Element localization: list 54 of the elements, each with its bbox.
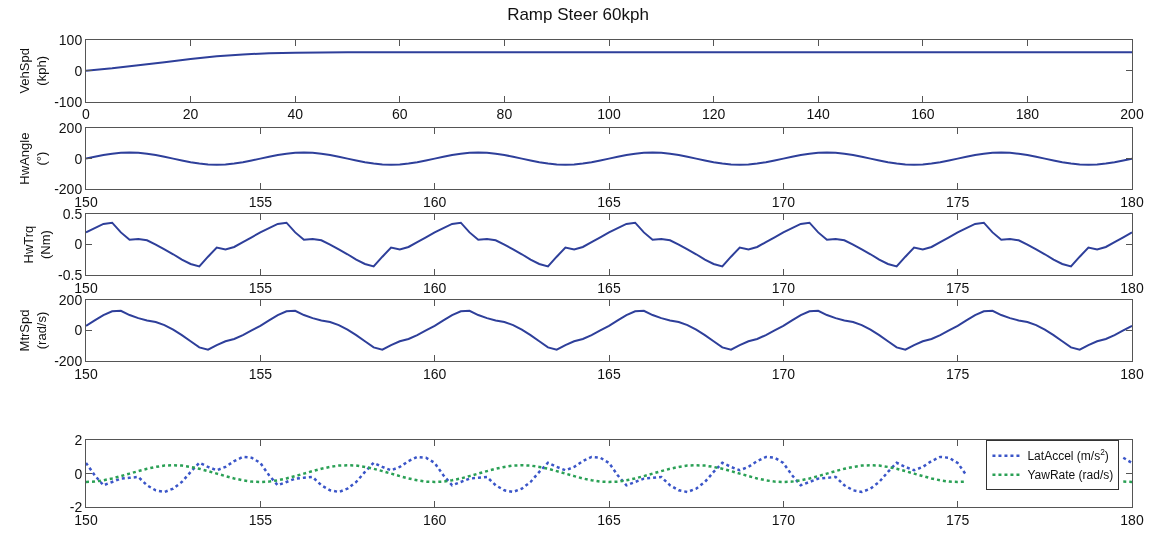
- x-tick-label: 170: [771, 193, 796, 210]
- x-tick-label: 175: [945, 511, 970, 528]
- line-series: [86, 151, 1132, 166]
- y-axis-title: VehSpd (kph): [17, 48, 50, 94]
- x-tick-label: 20: [182, 106, 199, 123]
- x-tick-label: 60: [392, 106, 408, 123]
- x-tick-label: 140: [806, 106, 831, 123]
- x-tick-label: 180: [1015, 106, 1040, 123]
- line-series: [86, 221, 1132, 268]
- line-series: [86, 51, 1132, 72]
- x-tick-label: 160: [422, 511, 447, 528]
- x-tick-label: 155: [248, 193, 273, 210]
- y-axis-title: HwAngle (°): [17, 132, 50, 185]
- x-tick-label: 165: [597, 511, 621, 528]
- chart-title: Ramp Steer 60kph: [507, 5, 649, 24]
- x-tick-label: 120: [701, 106, 726, 123]
- x-tick-label: 170: [771, 279, 796, 296]
- x-tick-label: 175: [945, 366, 970, 383]
- line-series: [86, 309, 1132, 351]
- y-tick-label: 0: [74, 236, 83, 253]
- x-tick-label: 180: [1120, 279, 1144, 296]
- x-tick-label: 180: [1120, 511, 1144, 528]
- x-tick-label: 170: [771, 366, 796, 383]
- y-tick-label: -100: [54, 93, 83, 110]
- y-tick-label: 2: [74, 432, 83, 449]
- y-tick-label: 0: [74, 465, 83, 482]
- x-tick-label: 80: [496, 106, 513, 123]
- x-tick-label: 175: [945, 279, 970, 296]
- x-tick-label: 160: [422, 193, 447, 210]
- y-tick-label: 100: [58, 31, 83, 48]
- y-tick-label: 200: [58, 120, 83, 137]
- x-tick-label: 160: [911, 106, 935, 123]
- y-tick-label: 0: [74, 62, 83, 79]
- y-axis-title: MtrSpd (rad/s): [17, 309, 50, 352]
- legend-label: LatAccel (m/s$^{2}$): [1027, 447, 1109, 464]
- x-tick-label: 165: [597, 193, 621, 210]
- x-tick-label: 160: [422, 279, 447, 296]
- x-tick-label: 170: [771, 511, 796, 528]
- x-tick-label: 165: [597, 279, 621, 296]
- x-tick-label: 155: [248, 366, 273, 383]
- legend-label: YawRate (rad/s): [1027, 468, 1114, 483]
- y-tick-label: 0: [74, 322, 83, 339]
- x-tick-label: 40: [287, 106, 304, 123]
- y-tick-label: 0: [74, 150, 83, 167]
- x-tick-label: 100: [597, 106, 621, 123]
- x-tick-label: 200: [1120, 106, 1144, 123]
- x-tick-label: 180: [1120, 193, 1144, 210]
- x-tick-label: 160: [422, 366, 447, 383]
- y-axis-title: HwTrq (Nm): [21, 225, 54, 264]
- x-tick-label: 180: [1120, 366, 1144, 383]
- x-tick-label: 155: [248, 279, 273, 296]
- x-tick-label: 165: [597, 366, 621, 383]
- x-tick-label: 175: [945, 193, 970, 210]
- x-tick-label: 155: [248, 511, 273, 528]
